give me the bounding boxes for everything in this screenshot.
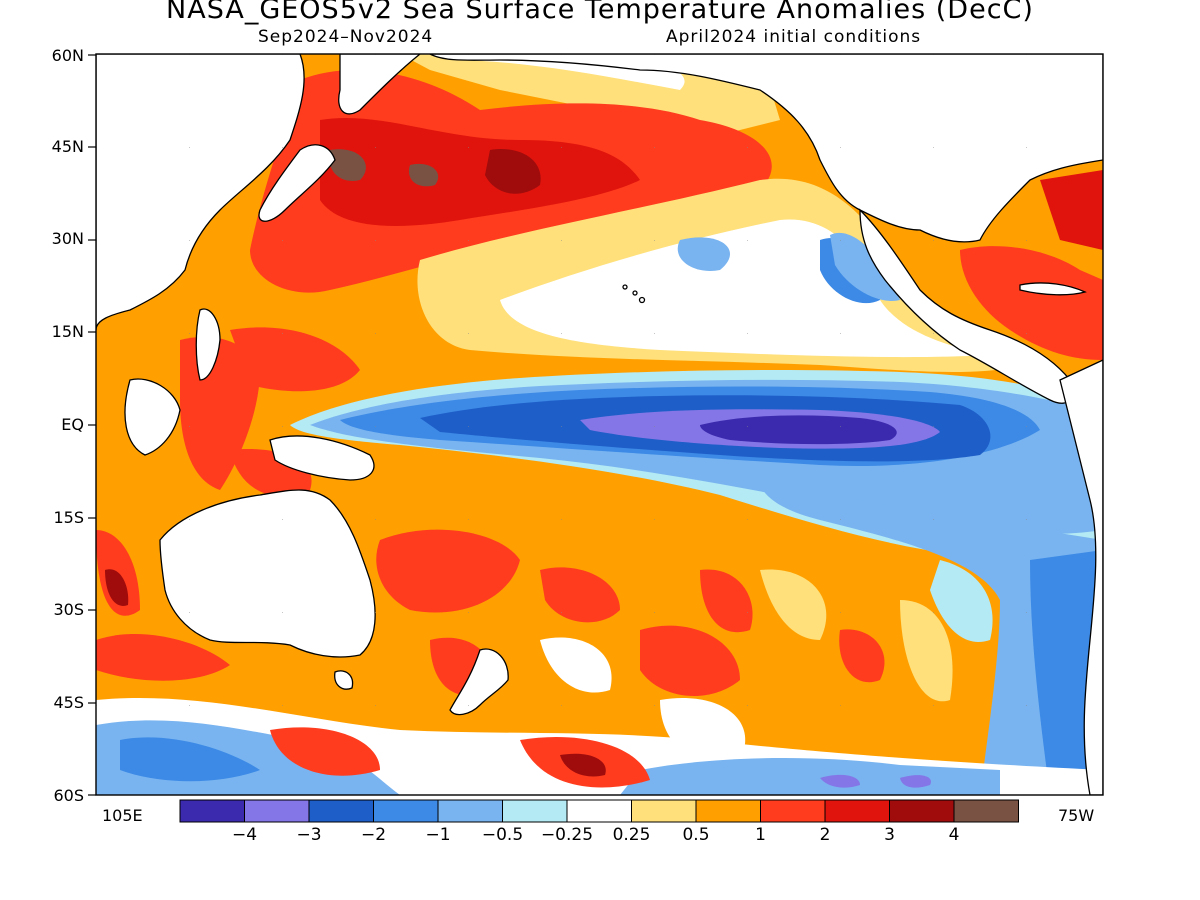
colorbar-swatch: [760, 799, 826, 823]
colorbar-label: −0.5: [482, 825, 523, 845]
lat-label-15s: 15S: [53, 508, 84, 527]
colorbar-label: 3: [884, 825, 895, 845]
lon-label-west: 105E: [102, 806, 143, 825]
colorbar: −4 −3 −2 −1 −0.5 −0.25 0.25 0.5 1 2 3 4: [179, 799, 1019, 845]
colorbar-label: 4: [949, 825, 960, 845]
lat-label-eq: EQ: [61, 415, 84, 434]
colorbar-swatch: [953, 799, 1019, 823]
lat-label-30s: 30S: [53, 600, 84, 619]
colorbar-swatch: [437, 799, 503, 823]
forecast-period: Sep2024–Nov2024: [258, 27, 434, 47]
colorbar-label: −2: [361, 825, 386, 845]
colorbar-swatch: [179, 799, 245, 823]
colorbar-label: −0.25: [541, 825, 593, 845]
lat-label-60s: 60S: [53, 786, 84, 805]
colorbar-swatch: [308, 799, 374, 823]
lat-ticks: [88, 54, 96, 796]
colorbar-swatch: [373, 799, 439, 823]
colorbar-label: 0.25: [613, 825, 651, 845]
map-title: NASA_GEOS5v2 Sea Surface Temperature Ano…: [166, 0, 1034, 25]
lon-label-east: 75W: [1058, 806, 1095, 825]
colorbar-swatch: [631, 799, 697, 823]
colorbar-swatch: [695, 799, 761, 823]
initial-conditions: April2024 initial conditions: [666, 27, 922, 47]
lat-label-45s: 45S: [53, 693, 84, 712]
colorbar-swatch: [824, 799, 890, 823]
colorbar-label: 2: [820, 825, 831, 845]
lat-label-45n: 45N: [51, 137, 84, 156]
lat-label-60n: 60N: [51, 46, 84, 65]
colorbar-swatch: [566, 799, 632, 823]
colorbar-label: −4: [232, 825, 257, 845]
colorbar-swatch: [889, 799, 955, 823]
colorbar-label: −3: [296, 825, 321, 845]
colorbar-label: 0.5: [682, 825, 709, 845]
colorbar-label: −1: [425, 825, 450, 845]
lat-label-30n: 30N: [51, 229, 84, 248]
lat-label-15n: 15N: [51, 322, 84, 341]
colorbar-swatch: [244, 799, 310, 823]
colorbar-swatch: [502, 799, 568, 823]
colorbar-label: 1: [755, 825, 766, 845]
